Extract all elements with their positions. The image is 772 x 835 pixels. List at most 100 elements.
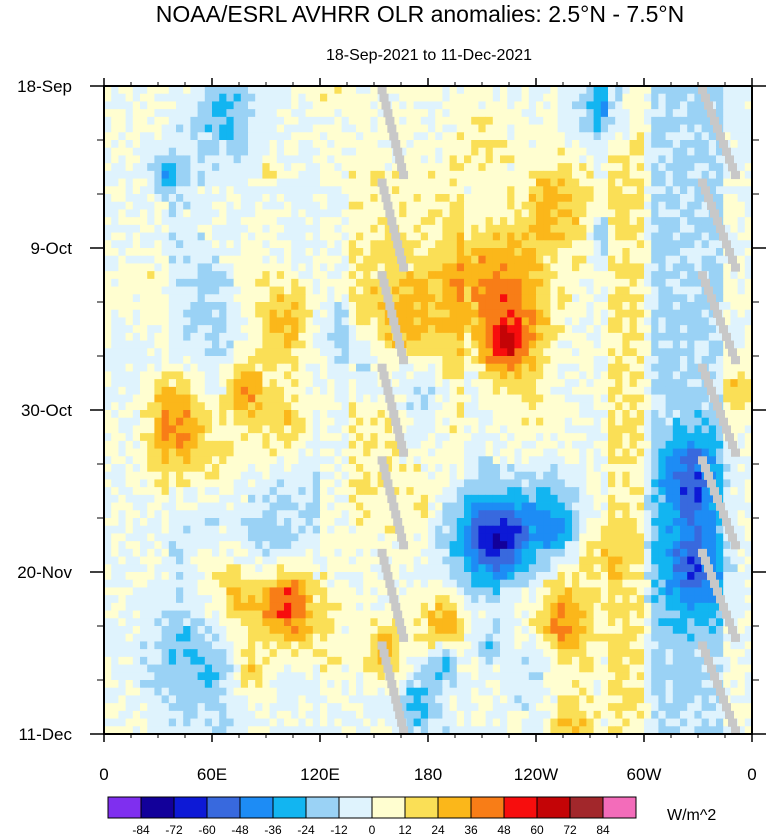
heatmap-cell <box>291 302 299 311</box>
heatmap-cell <box>485 456 494 465</box>
heatmap-cell <box>406 209 414 218</box>
heatmap-cell <box>111 294 119 303</box>
heatmap-cell <box>356 394 364 403</box>
heatmap-cell <box>478 448 486 457</box>
heatmap-cell <box>672 356 681 365</box>
heatmap-cell <box>492 255 501 264</box>
heatmap-cell <box>665 417 674 426</box>
heatmap-cell <box>132 286 141 295</box>
heatmap-cell <box>716 286 724 295</box>
heatmap-cell <box>413 248 422 257</box>
heatmap-cell <box>334 240 342 249</box>
heatmap-cell <box>687 379 695 388</box>
heatmap-cell <box>125 224 134 233</box>
heatmap-cell <box>399 502 407 511</box>
heatmap-cell <box>572 440 580 449</box>
heatmap-cell <box>262 232 270 241</box>
heatmap-cell <box>528 286 537 295</box>
heatmap-cell <box>276 201 285 210</box>
heatmap-cell <box>644 425 652 434</box>
heatmap-cell <box>456 309 465 318</box>
heatmap-cell <box>212 356 220 365</box>
heatmap-cell <box>593 471 602 480</box>
heatmap-cell <box>593 440 602 449</box>
heatmap-cell <box>219 417 227 426</box>
heatmap-cell <box>636 263 645 272</box>
heatmap-cell <box>528 448 537 457</box>
heatmap-cell <box>348 363 357 372</box>
heatmap-cell <box>420 479 429 488</box>
heatmap-cell <box>600 217 609 226</box>
heatmap-cell <box>528 502 537 511</box>
heatmap-cell <box>111 502 119 511</box>
heatmap-cell <box>536 155 544 164</box>
heatmap-cell <box>197 348 206 357</box>
heatmap-cell <box>449 170 458 179</box>
heatmap-cell <box>219 494 227 503</box>
heatmap-cell <box>204 371 213 380</box>
heatmap-cell <box>500 340 508 349</box>
heatmap-cell <box>298 332 306 341</box>
heatmap-cell <box>521 116 530 125</box>
heatmap-cell <box>600 170 609 179</box>
heatmap-cell <box>464 109 472 118</box>
heatmap-cell <box>478 116 486 125</box>
heatmap-cell <box>456 232 465 241</box>
heatmap-cell <box>687 317 695 326</box>
heatmap-cell <box>356 140 364 149</box>
heatmap-cell <box>413 232 422 241</box>
heatmap-cell <box>687 394 695 403</box>
heatmap-cell <box>147 363 155 372</box>
heatmap-cell <box>521 433 530 442</box>
heatmap-cell <box>363 464 371 473</box>
heatmap-cell <box>168 417 177 426</box>
heatmap-cell <box>564 101 573 110</box>
heatmap-cell <box>269 116 278 125</box>
heatmap-cell <box>507 263 515 272</box>
heatmap-cell <box>334 116 342 125</box>
heatmap-cell <box>579 255 587 264</box>
heatmap-cell <box>435 479 443 488</box>
heatmap-cell <box>644 386 652 395</box>
heatmap-cell <box>449 132 458 141</box>
heatmap-cell <box>420 217 429 226</box>
heatmap-cell <box>485 194 494 203</box>
heatmap-cell <box>658 93 666 102</box>
heatmap-cell <box>240 209 249 218</box>
heatmap-cell <box>420 332 429 341</box>
heatmap-cell <box>579 440 587 449</box>
heatmap-cell <box>536 332 544 341</box>
heatmap-cell <box>154 194 162 203</box>
heatmap-cell <box>600 379 609 388</box>
heatmap-cell <box>716 186 724 195</box>
heatmap-cell <box>658 155 666 164</box>
heatmap-cell <box>132 86 141 95</box>
heatmap-cell <box>370 109 378 118</box>
heatmap-cell <box>456 201 465 210</box>
heatmap-cell <box>168 271 177 280</box>
heatmap-cell <box>255 294 263 303</box>
heatmap-cell <box>500 394 508 403</box>
heatmap-cell <box>586 240 594 249</box>
heatmap-cell <box>298 302 306 311</box>
heatmap-cell <box>168 109 177 118</box>
heatmap-cell <box>557 186 566 195</box>
heatmap-cell <box>140 116 148 125</box>
heatmap-cell <box>356 448 364 457</box>
heatmap-cell <box>104 86 112 95</box>
heatmap-cell <box>104 116 112 125</box>
heatmap-cell <box>687 456 695 465</box>
heatmap-cell <box>600 487 609 496</box>
heatmap-cell <box>190 116 198 125</box>
heatmap-cell <box>730 217 738 226</box>
heatmap-cell <box>248 109 256 118</box>
heatmap-cell <box>118 479 126 488</box>
heatmap-cell <box>219 186 227 195</box>
heatmap-cell <box>629 302 638 311</box>
heatmap-cell <box>464 294 472 303</box>
heatmap-cell <box>255 209 263 218</box>
heatmap-cell <box>550 278 558 287</box>
heatmap-cell <box>593 356 602 365</box>
heatmap-cell <box>615 487 623 496</box>
heatmap-cell <box>399 186 407 195</box>
